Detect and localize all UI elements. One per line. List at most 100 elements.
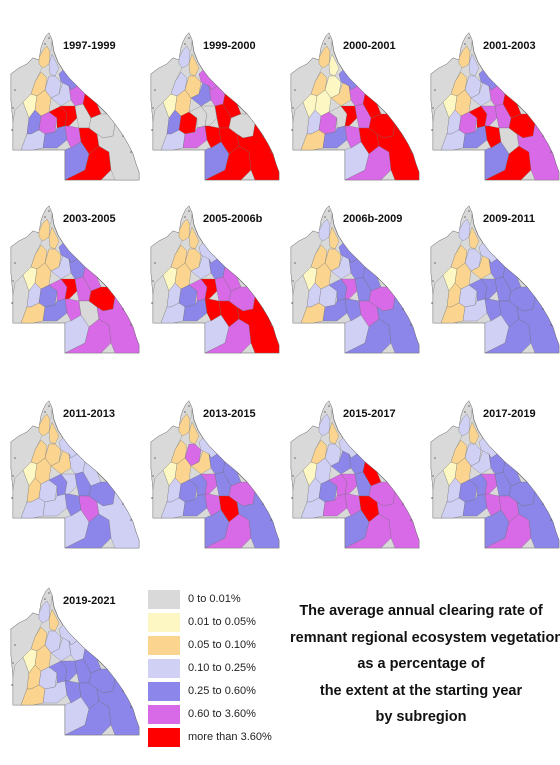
- legend-swatch: [148, 682, 180, 701]
- island-speck: [410, 519, 412, 521]
- island-speck: [431, 302, 433, 304]
- subregion: [328, 53, 340, 77]
- island-speck: [184, 216, 186, 218]
- island-speck: [12, 107, 14, 109]
- subregion: [376, 491, 420, 549]
- island-speck: [324, 216, 326, 218]
- legend-item: 0.60 to 3.60%: [148, 704, 288, 726]
- island-speck: [12, 475, 14, 477]
- map-period-label: 2011-2013: [63, 408, 115, 420]
- island-speck: [130, 151, 132, 153]
- subregion-map: [430, 32, 560, 181]
- island-speck: [542, 503, 544, 505]
- subregion: [468, 226, 480, 250]
- legend-swatch: [148, 728, 180, 747]
- island-speck: [434, 262, 436, 264]
- map-period-label: 2017-2019: [483, 408, 536, 420]
- subregion: [458, 218, 471, 242]
- island-speck: [550, 519, 552, 521]
- subregion: [96, 296, 140, 354]
- island-speck: [14, 262, 16, 264]
- island-speck: [542, 308, 544, 310]
- subregion: [38, 218, 51, 242]
- island-speck: [410, 151, 412, 153]
- map-panel: 2019-2021: [5, 585, 143, 765]
- legend-swatch: [148, 659, 180, 678]
- subregion: [48, 421, 60, 445]
- island-speck: [12, 662, 14, 664]
- map-panel: 2000-2001: [285, 30, 423, 210]
- island-speck: [410, 324, 412, 326]
- island-speck: [48, 405, 50, 407]
- subregion: [516, 491, 560, 549]
- caption-line: The average annual clearing rate of: [299, 603, 543, 619]
- island-speck: [184, 411, 186, 413]
- legend: 0 to 0.01% 0.01 to 0.05% 0.05 to 0.10% 0…: [148, 589, 288, 750]
- island-speck: [152, 280, 154, 282]
- subregion: [96, 678, 140, 736]
- legend-label: 0.01 to 0.05%: [188, 616, 256, 628]
- island-speck: [130, 706, 132, 708]
- island-speck: [324, 411, 326, 413]
- island-speck: [328, 37, 330, 39]
- legend-label: 0.05 to 0.10%: [188, 639, 256, 651]
- map-panel: 2011-2013: [5, 398, 143, 578]
- island-speck: [14, 89, 16, 91]
- legend-label: 0 to 0.01%: [188, 593, 241, 605]
- subregion: [178, 413, 191, 437]
- subregion: [516, 296, 560, 354]
- subregion: [38, 600, 51, 624]
- island-speck: [14, 644, 16, 646]
- subregion: [48, 53, 60, 77]
- island-speck: [11, 684, 13, 686]
- map-period-label: 1997-1999: [63, 40, 116, 52]
- subregion: [38, 45, 51, 69]
- map-panel: 2013-2015: [145, 398, 283, 578]
- island-speck: [11, 129, 13, 131]
- subregion-map: [150, 205, 280, 354]
- island-speck: [294, 89, 296, 91]
- island-speck: [270, 151, 272, 153]
- subregion: [376, 296, 420, 354]
- island-speck: [151, 129, 153, 131]
- map-period-label: 2015-2017: [343, 408, 396, 420]
- island-speck: [48, 210, 50, 212]
- map-panel: 2015-2017: [285, 398, 423, 578]
- map-panel: 2005-2006b: [145, 203, 283, 383]
- subregion: [48, 608, 60, 632]
- map-panel: 2009-2011: [425, 203, 560, 383]
- subregion: [96, 491, 140, 549]
- island-speck: [464, 43, 466, 45]
- subregion: [236, 123, 280, 181]
- island-speck: [154, 89, 156, 91]
- subregion-map: [10, 400, 140, 549]
- subregion-map: [290, 205, 420, 354]
- island-speck: [270, 519, 272, 521]
- island-speck: [468, 210, 470, 212]
- island-speck: [262, 308, 264, 310]
- map-panel: 2006b-2009: [285, 203, 423, 383]
- island-speck: [291, 302, 293, 304]
- island-speck: [154, 262, 156, 264]
- island-speck: [542, 135, 544, 137]
- island-speck: [550, 151, 552, 153]
- legend-label: 0.60 to 3.60%: [188, 708, 256, 720]
- subregion: [178, 218, 191, 242]
- map-period-label: 2001-2003: [483, 40, 536, 52]
- island-speck: [434, 89, 436, 91]
- subregion: [328, 226, 340, 250]
- legend-item: 0.01 to 0.05%: [148, 612, 288, 634]
- legend-swatch: [148, 705, 180, 724]
- legend-swatch: [148, 613, 180, 632]
- island-speck: [122, 135, 124, 137]
- caption-line: the extent at the starting year: [319, 682, 523, 699]
- island-speck: [11, 302, 13, 304]
- subregion: [188, 226, 200, 250]
- island-speck: [464, 216, 466, 218]
- island-speck: [431, 129, 433, 131]
- subregion: [236, 491, 280, 549]
- island-speck: [122, 503, 124, 505]
- island-speck: [292, 475, 294, 477]
- map-period-label: 2003-2005: [63, 213, 116, 225]
- island-speck: [130, 519, 132, 521]
